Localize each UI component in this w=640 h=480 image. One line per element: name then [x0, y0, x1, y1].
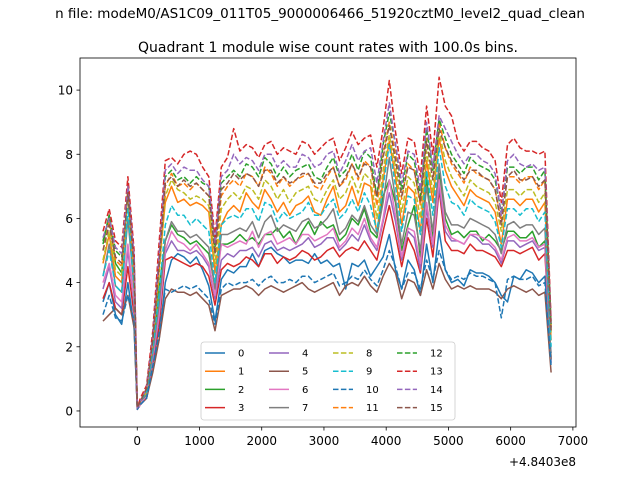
series-line-7: [102, 156, 552, 409]
legend-label-8: 8: [366, 349, 372, 360]
x-tick-label: 3000: [309, 434, 340, 448]
x-tick-label: 0: [133, 434, 141, 448]
legend-label-14: 14: [430, 385, 443, 396]
series-line-4: [102, 185, 552, 411]
legend-label-15: 15: [430, 403, 443, 414]
series-line-6: [102, 179, 552, 411]
series-line-5: [102, 262, 552, 411]
series-line-10: [102, 249, 552, 411]
x-tick-label: 6000: [495, 434, 526, 448]
series-line-9: [102, 143, 552, 409]
series-line-14: [102, 102, 552, 409]
y-tick-label: 2: [65, 340, 73, 354]
legend-label-9: 9: [366, 367, 372, 378]
x-tick-label: 5000: [433, 434, 464, 448]
legend-label-12: 12: [430, 349, 443, 360]
legend-label-0: 0: [238, 349, 244, 360]
y-tick-label: 4: [65, 276, 73, 290]
legend-label-11: 11: [366, 403, 379, 414]
series-line-3: [102, 188, 552, 411]
legend-label-7: 7: [302, 403, 308, 414]
legend-label-13: 13: [430, 367, 443, 378]
series-line-1: [102, 137, 552, 409]
series-line-2: [102, 172, 552, 409]
legend-label-6: 6: [302, 385, 308, 396]
legend-box: [200, 341, 456, 421]
legend-label-3: 3: [238, 403, 244, 414]
x-tick-label: 4000: [371, 434, 402, 448]
series-line-11: [102, 121, 552, 409]
y-tick-label: 10: [58, 84, 73, 98]
legend-label-2: 2: [238, 385, 244, 396]
series-line-8: [102, 131, 552, 409]
legend-label-5: 5: [302, 367, 308, 378]
series-line-13: [102, 76, 552, 409]
series-line-12: [102, 111, 552, 409]
y-tick-label: 8: [65, 148, 73, 162]
series-layer: [102, 76, 552, 411]
series-line-15: [102, 124, 552, 409]
chart-title: Quadrant 1 module wise count rates with …: [138, 40, 518, 56]
legend-label-10: 10: [366, 385, 379, 396]
x-tick-label: 2000: [246, 434, 277, 448]
x-tick-label: 7000: [558, 434, 589, 448]
series-line-0: [102, 230, 552, 411]
figure-suptitle: n file: modeM0/AS1C09_011T05_9000006466_…: [55, 6, 585, 22]
legend-label-4: 4: [302, 349, 308, 360]
y-tick-label: 0: [65, 404, 73, 418]
y-tick-label: 6: [65, 212, 73, 226]
legend-label-1: 1: [238, 367, 244, 378]
plot-frame: [79, 57, 577, 428]
x-offset-label: +4.8403e8: [509, 455, 576, 469]
x-tick-label: 1000: [184, 434, 215, 448]
